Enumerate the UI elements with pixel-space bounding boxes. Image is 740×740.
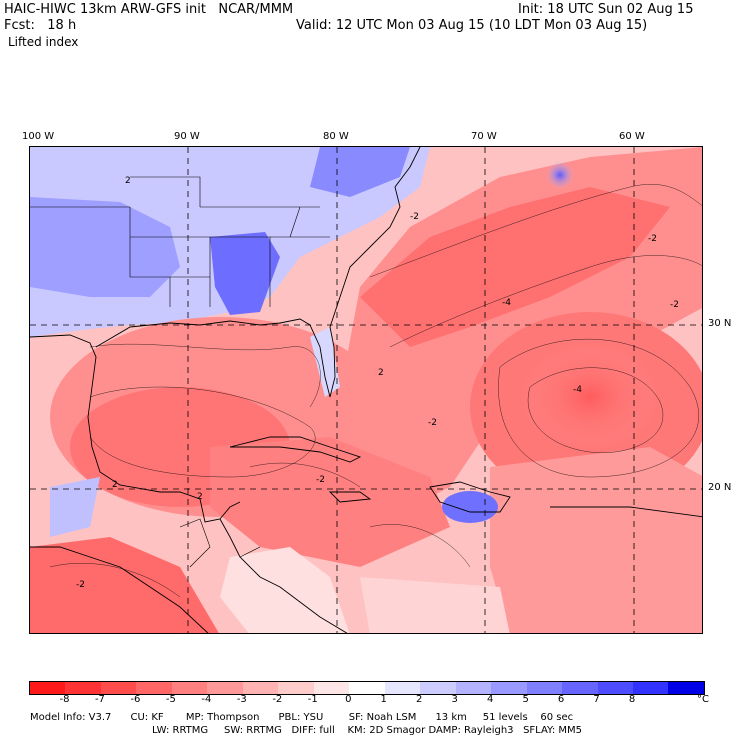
cool-region-appalachia (310, 147, 410, 197)
colorbar-swatch (171, 682, 208, 694)
lon-label-90w: 90 W (174, 131, 200, 142)
contour-label: -4 (573, 385, 582, 395)
colorbar-swatch (562, 682, 598, 694)
field-name: Lifted index (8, 35, 79, 49)
colorbar-swatch (349, 682, 385, 694)
contour-label: 2 (378, 368, 384, 378)
contour-label: -2 (316, 475, 325, 485)
model-title: HAIC-HIWC 13km ARW-GFS init NCAR/MMM (4, 2, 294, 17)
colorbar-swatch (597, 682, 633, 694)
colorbar-swatch (455, 682, 492, 694)
warm-core-atlantic (360, 187, 670, 347)
model-info-line1: Model Info: V3.7 CU: KF MP: Thompson PBL… (30, 712, 574, 723)
colorbar-tick-label: -4 (201, 694, 212, 705)
valid-time: Valid: 12 UTC Mon 03 Aug 15 (10 LDT Mon … (296, 18, 648, 33)
contour-lines (49, 184, 702, 598)
colorbar-tick-label: -7 (94, 694, 105, 705)
neutral-region-south-caribbean (360, 577, 510, 633)
lifted-index-map: 2 2 2 -2 -4 -4 -2 2 -2 -2 -2 -2 (29, 146, 703, 634)
colorbar-tick-label: 6 (557, 694, 565, 705)
colorbar-tick-label: 0 (345, 694, 352, 705)
colorbar-tick-label: 1 (380, 694, 387, 705)
lon-label-70w: 70 W (471, 131, 497, 142)
cool-region-plains (30, 197, 180, 297)
colorbar-swatch (65, 682, 101, 694)
colorbar-swatch (100, 682, 137, 694)
warm-region-caribbean (210, 437, 450, 567)
forecast-hour: Fcst: 18 h (4, 18, 77, 33)
colorbar-tick-label: 2 (416, 694, 423, 705)
colorbar-swatch (30, 682, 66, 694)
contour-label: -2 (410, 212, 419, 222)
contour-label: 2 (112, 480, 118, 490)
cool-region-mexico (50, 477, 100, 537)
colorbar-swatch (526, 682, 563, 694)
colorbar-tick-label: 8 (628, 694, 636, 705)
colorbar-tick-label: -2 (272, 694, 283, 705)
contour-label: -2 (428, 418, 437, 428)
colorbar-tick-label: -5 (165, 694, 176, 705)
map-canvas: 2 2 2 -2 -4 -4 -2 2 -2 -2 -2 -2 (30, 147, 702, 633)
colorbar-swatch (136, 682, 172, 694)
lat-label-20n: 20 N (708, 482, 732, 493)
colorbar-unit: °C (697, 694, 709, 705)
init-time: Init: 18 UTC Sun 02 Aug 15 (518, 2, 694, 17)
colorbar-swatch (384, 682, 421, 694)
warm-region-east-caribbean (490, 447, 702, 633)
colorbar (29, 681, 705, 695)
colorbar-tick-label: 5 (522, 694, 529, 705)
colorbar-tick-label: 7 (593, 694, 600, 705)
colorbar-swatch (313, 682, 350, 694)
colorbar-tick-label: 4 (486, 694, 494, 705)
lon-label-60w: 60 W (619, 131, 645, 142)
colorbar-tick-label: -6 (130, 694, 141, 705)
contour-label-group: 2 2 2 -2 -4 -4 -2 2 -2 -2 -2 -2 (76, 176, 679, 590)
warm-swirl-core (520, 342, 660, 452)
colorbar-tick-label: -1 (307, 694, 318, 705)
colorbar-swatch (207, 682, 243, 694)
contour-label: -2 (76, 580, 85, 590)
colorbar-swatch (278, 682, 314, 694)
colorbar-swatch (242, 682, 279, 694)
lon-label-100w: 100 W (22, 131, 55, 142)
model-info-line2: LW: RRTMG SW: RRTMG DIFF: full KM: 2D Sm… (152, 725, 582, 736)
colorbar-swatch (491, 682, 527, 694)
colorbar-swatch (420, 682, 456, 694)
cool-core-southeast (210, 232, 280, 315)
colorbar-swatch (632, 682, 669, 694)
cool-spot-atlantic (546, 161, 574, 189)
lat-label-30n: 30 N (708, 318, 732, 329)
coastlines (30, 147, 702, 633)
colorbar-tick-label: -3 (236, 694, 247, 705)
contour-label: -2 (670, 300, 679, 310)
contour-label: -4 (502, 298, 511, 308)
colorbar-tick-label: 3 (451, 694, 458, 705)
colorbar-tick-label: -8 (59, 694, 70, 705)
contour-label: 2 (197, 492, 203, 502)
lon-label-80w: 80 W (323, 131, 349, 142)
contour-label: -2 (648, 234, 657, 244)
lat-lon-grid (30, 147, 702, 633)
colorbar-swatch (668, 682, 704, 694)
political-borders (30, 176, 330, 568)
warm-region-pacific (30, 537, 219, 633)
cool-core-hispaniola (442, 491, 498, 523)
contour-label: 2 (125, 176, 131, 186)
cool-region-florida (310, 327, 340, 397)
